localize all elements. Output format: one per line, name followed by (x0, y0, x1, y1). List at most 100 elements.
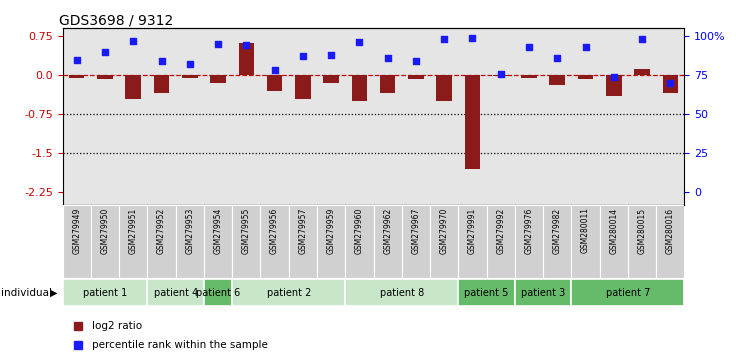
Bar (436, 75, 452, 101)
Text: GSM279949: GSM279949 (72, 207, 81, 254)
Point (439, 36, 450, 42)
FancyBboxPatch shape (147, 279, 204, 307)
Bar (486, 28, 515, 205)
Text: ▶: ▶ (50, 288, 57, 298)
Text: patient 3: patient 3 (521, 288, 565, 298)
Text: GSM279967: GSM279967 (411, 207, 420, 254)
FancyBboxPatch shape (486, 205, 515, 278)
FancyBboxPatch shape (289, 205, 317, 278)
Bar (493, 75, 509, 76)
Bar (634, 69, 650, 75)
Bar (380, 75, 395, 93)
Text: GSM279954: GSM279954 (213, 207, 222, 254)
Bar (373, 28, 402, 205)
Bar (323, 75, 339, 83)
Bar (91, 28, 119, 205)
FancyBboxPatch shape (204, 279, 232, 307)
FancyBboxPatch shape (63, 279, 147, 307)
Bar (63, 28, 91, 205)
Point (99, 49, 111, 55)
Point (127, 38, 139, 44)
Text: patient 7: patient 7 (606, 288, 650, 298)
Bar (289, 28, 317, 205)
Text: GSM280011: GSM280011 (581, 207, 590, 253)
Point (495, 71, 506, 76)
Text: GSM279991: GSM279991 (468, 207, 477, 254)
Text: GSM279955: GSM279955 (242, 207, 251, 254)
FancyBboxPatch shape (261, 205, 289, 278)
Bar (521, 75, 537, 78)
FancyBboxPatch shape (430, 205, 459, 278)
Bar (600, 28, 628, 205)
FancyBboxPatch shape (600, 205, 628, 278)
Text: GSM279952: GSM279952 (157, 207, 166, 254)
Bar (125, 75, 141, 99)
Text: GSM279960: GSM279960 (355, 207, 364, 254)
FancyBboxPatch shape (515, 205, 543, 278)
Bar (267, 75, 283, 91)
Point (269, 68, 280, 73)
Bar (515, 28, 543, 205)
FancyBboxPatch shape (402, 205, 430, 278)
FancyBboxPatch shape (119, 205, 147, 278)
Text: GSM279953: GSM279953 (185, 207, 194, 254)
Bar (459, 28, 486, 205)
Bar (571, 28, 600, 205)
Point (551, 55, 563, 61)
FancyBboxPatch shape (204, 205, 232, 278)
Bar (543, 28, 571, 205)
FancyBboxPatch shape (345, 279, 459, 307)
Bar (628, 28, 657, 205)
FancyBboxPatch shape (317, 205, 345, 278)
Point (212, 41, 224, 47)
FancyBboxPatch shape (147, 205, 176, 278)
Bar (317, 28, 345, 205)
Text: GSM279982: GSM279982 (553, 207, 562, 253)
Text: GSM280015: GSM280015 (637, 207, 647, 253)
Text: patient 5: patient 5 (464, 288, 509, 298)
Bar (402, 28, 430, 205)
Bar (261, 28, 289, 205)
Point (241, 43, 252, 48)
Bar (204, 28, 232, 205)
Bar (97, 75, 113, 79)
Text: log2 ratio: log2 ratio (93, 321, 143, 331)
Bar (69, 75, 85, 78)
Text: GSM279962: GSM279962 (383, 207, 392, 254)
Text: GSM279992: GSM279992 (496, 207, 505, 254)
FancyBboxPatch shape (459, 279, 515, 307)
Text: patient 1: patient 1 (83, 288, 127, 298)
Text: GSM279957: GSM279957 (298, 207, 308, 254)
Point (353, 40, 365, 45)
Point (325, 52, 337, 58)
Bar (232, 28, 261, 205)
Bar (176, 28, 204, 205)
Text: GSM279951: GSM279951 (129, 207, 138, 254)
Bar (295, 75, 311, 99)
Text: GSM279956: GSM279956 (270, 207, 279, 254)
Point (580, 44, 592, 50)
FancyBboxPatch shape (571, 279, 684, 307)
Text: patient 4: patient 4 (154, 288, 198, 298)
Bar (550, 75, 565, 85)
Point (467, 35, 478, 40)
FancyBboxPatch shape (459, 205, 486, 278)
FancyBboxPatch shape (63, 205, 91, 278)
Text: GDS3698 / 9312: GDS3698 / 9312 (60, 13, 174, 27)
Text: GSM280014: GSM280014 (609, 207, 618, 253)
Bar (352, 75, 367, 101)
Bar (147, 28, 176, 205)
Bar (578, 75, 593, 79)
Text: patient 2: patient 2 (266, 288, 311, 298)
Point (608, 74, 620, 80)
Text: individual: individual (1, 288, 52, 298)
Bar (408, 75, 424, 79)
Text: GSM279976: GSM279976 (525, 207, 534, 254)
Bar (182, 75, 197, 78)
Point (155, 58, 167, 64)
Text: GSM279950: GSM279950 (100, 207, 110, 254)
Point (665, 80, 676, 86)
Bar (464, 75, 480, 169)
Bar (606, 75, 622, 96)
FancyBboxPatch shape (345, 205, 373, 278)
